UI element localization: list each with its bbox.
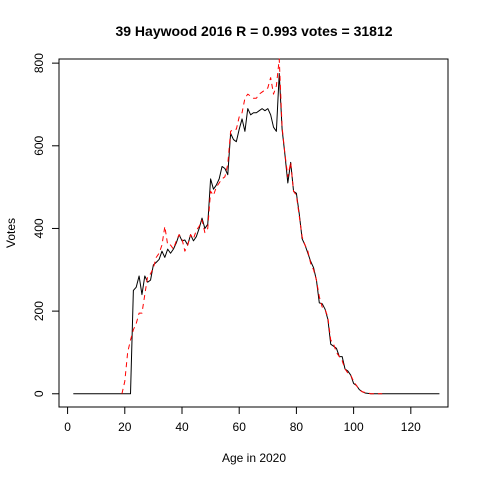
y-tick-label: 400: [32, 218, 46, 238]
series-layer: [73, 58, 440, 395]
y-tick-label: 200: [32, 301, 46, 321]
x-tick-label: 60: [233, 420, 247, 434]
x-tick-label: 20: [118, 420, 132, 434]
x-tick-label: 80: [290, 420, 304, 434]
x-tick-label: 0: [64, 420, 71, 434]
series-line-dashed: [121, 58, 383, 395]
plot-frame: [58, 58, 449, 408]
x-tick-label: 100: [344, 420, 364, 434]
y-axis: 0 200 400 600 800: [32, 53, 60, 397]
x-axis: 0 20 40 60 80 100 120: [64, 406, 421, 434]
y-tick-label: 0: [32, 390, 46, 397]
x-tick-label: 120: [401, 420, 421, 434]
y-tick-label: 800: [32, 53, 46, 73]
y-tick-label: 600: [32, 135, 46, 155]
x-tick-label: 40: [175, 420, 189, 434]
chart-title: 39 Haywood 2016 R = 0.993 votes = 31812: [115, 23, 392, 39]
series-line-solid: [73, 72, 440, 395]
x-axis-label: Age in 2020: [222, 451, 286, 465]
y-axis-label: Votes: [4, 218, 18, 248]
